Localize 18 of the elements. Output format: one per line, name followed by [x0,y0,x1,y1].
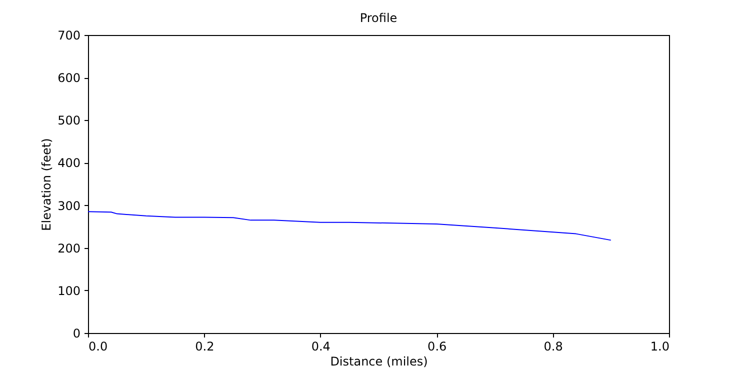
y-tick-label: 0 [72,326,80,340]
x-axis-title: Distance (miles) [330,354,428,368]
y-tick-label: 400 [58,156,80,170]
x-tick-label: 0.4 [311,340,330,354]
y-axis-title: Elevation (feet) [40,138,54,231]
y-tick-label: 500 [58,114,80,128]
y-tick-label: 700 [58,28,80,42]
x-tick-label: 0.6 [428,340,447,354]
chart-title: Profile [360,11,398,25]
x-tick-label: 1.0 [650,340,670,354]
x-tick-label: 0.8 [544,340,563,354]
y-tick-label: 100 [58,284,80,298]
y-tick-label: 300 [58,198,80,213]
x-tick-label: 0.2 [195,340,214,354]
x-tick-label: 0.0 [88,340,108,354]
y-tick-label: 600 [58,71,80,86]
y-tick-label: 200 [58,241,80,256]
line-series [88,211,612,241]
